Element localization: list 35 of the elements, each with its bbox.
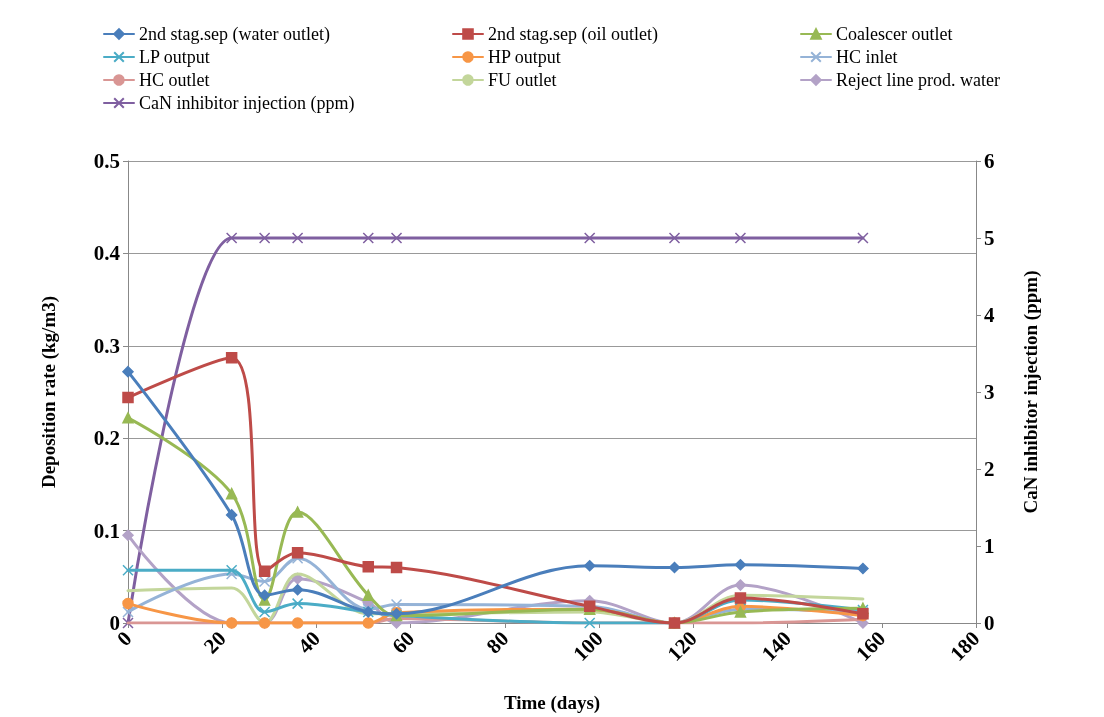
x-tick-label: 180	[945, 626, 985, 666]
x-tick-label: 100	[568, 626, 608, 666]
y-tick-label: 0.2	[93, 426, 120, 451]
y2-tick-label: 6	[984, 149, 995, 173]
y2-tick-label: 0	[984, 611, 995, 635]
y-tick-label: 0	[109, 611, 120, 635]
legend-label: Reject line prod. water	[836, 70, 1000, 90]
y2-tick-label: 2	[984, 457, 995, 481]
legend-label: 2nd stag.sep (water outlet)	[139, 24, 330, 45]
x-tick-label: 20	[198, 626, 231, 659]
x-tick-label: 60	[387, 626, 420, 659]
y-tick-label: 0.4	[93, 241, 121, 266]
legend-label: Coalescer outlet	[836, 24, 953, 44]
legend-label: LP output	[139, 47, 210, 67]
y2-tick-label: 1	[984, 534, 995, 558]
x-tick-label: 40	[293, 626, 325, 659]
x-tick-label: 160	[851, 626, 891, 666]
x-tick-label: 140	[756, 626, 797, 666]
y2-tick-label: 3	[984, 380, 995, 404]
y2-axis-title: CaN inhibitor injection (ppm)	[1020, 270, 1042, 514]
y-tick-label: 0.1	[93, 518, 120, 543]
y-tick-label: 0.5	[93, 149, 120, 173]
y-axis-title: Deposition rate (kg/m3)	[38, 295, 60, 489]
legend-label: HP output	[488, 47, 561, 67]
x-tick-label: 120	[662, 626, 702, 666]
legend-label: 2nd stag.sep (oil outlet)	[488, 24, 658, 45]
legend-label: HC outlet	[139, 70, 210, 90]
y2-tick-label: 4	[984, 303, 995, 327]
legend-label: CaN inhibitor injection (ppm)	[139, 93, 355, 114]
y-tick-label: 0.3	[93, 333, 120, 358]
x-axis-title: Time (days)	[503, 692, 601, 714]
legend-label: FU outlet	[488, 70, 557, 90]
legend-label: HC inlet	[836, 47, 898, 67]
y2-tick-label: 5	[984, 226, 995, 250]
x-tick-label: 80	[481, 626, 514, 659]
